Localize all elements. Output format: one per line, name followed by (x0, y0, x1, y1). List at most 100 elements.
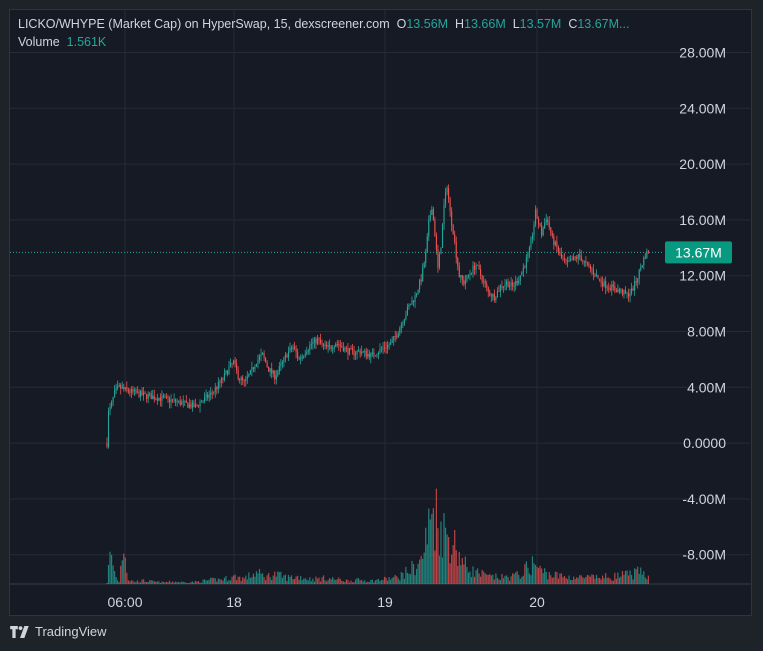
candle-body (416, 293, 418, 296)
volume-bar (516, 571, 518, 584)
volume-bar (391, 577, 393, 584)
candle-body (356, 350, 358, 354)
volume-bar (121, 560, 123, 584)
volume-bar (519, 578, 521, 584)
volume-bar (298, 579, 300, 584)
volume-bar (190, 582, 192, 584)
candle-body (429, 215, 431, 220)
candle-body (568, 261, 570, 263)
volume-bar (573, 576, 575, 584)
volume-bar (597, 577, 599, 584)
volume-bar (248, 572, 250, 584)
candle-body (260, 354, 262, 357)
y-axis-tick-label: -8.00M (682, 547, 726, 563)
candle-body (275, 375, 277, 380)
volume-bar (458, 551, 460, 584)
candle-body (167, 396, 169, 399)
volume-bar (348, 582, 351, 584)
volume-bar (280, 571, 282, 584)
candle-body (524, 267, 526, 269)
candle-body (399, 328, 401, 334)
candle-body (409, 304, 412, 306)
volume-bar (568, 575, 570, 584)
candle-body (621, 289, 623, 295)
candle-body (353, 349, 355, 356)
volume-bar (344, 581, 346, 584)
candle-body (521, 271, 523, 276)
candle-body (204, 396, 206, 401)
volume-bar (396, 576, 398, 584)
candle-body (470, 273, 473, 275)
volume-bar (461, 558, 463, 584)
volume-bar (158, 581, 160, 584)
candle-body (377, 352, 379, 355)
volume-bar (455, 550, 457, 584)
x-axis-tick-label: 20 (529, 594, 545, 610)
chart-frame[interactable]: 28.00M 24.00M 20.00M 16.00M 12.00M 8.00M 4.00M… (9, 9, 752, 616)
candle-body (295, 348, 297, 353)
candle-body (448, 188, 450, 199)
tradingview-logo[interactable]: TradingView (10, 624, 107, 639)
volume-bar (165, 581, 168, 584)
volume-bar (191, 581, 193, 584)
candle-body (473, 265, 476, 270)
volume-bar (417, 563, 419, 584)
price-chart[interactable]: 28.00M 24.00M 20.00M 16.00M 12.00M 8.00M 4.00M… (10, 10, 751, 615)
volume-bar (368, 582, 370, 584)
high-value: 13.66M (464, 17, 506, 31)
volume-bar (214, 578, 216, 584)
candle-body (118, 384, 120, 387)
volume-bar (156, 581, 158, 584)
volume-bar (644, 577, 646, 584)
candle-body (499, 285, 501, 292)
candle-body (281, 361, 283, 365)
candle-body (251, 367, 253, 371)
volume-bar (107, 565, 110, 584)
candle-body (217, 382, 219, 390)
candle-body (603, 281, 605, 287)
candle-body (385, 347, 387, 349)
volume-bar (223, 577, 226, 584)
volume-bar (213, 577, 215, 584)
candle-body (467, 275, 469, 276)
candle-body (127, 389, 129, 392)
volume-bar (412, 564, 415, 584)
volume-bar (257, 573, 259, 584)
volume-bar (505, 575, 508, 584)
volume-bar (306, 579, 308, 584)
candle-body (554, 241, 556, 245)
volume-bar (310, 581, 312, 584)
candle-body (170, 399, 172, 403)
candle-body (527, 252, 529, 258)
volume-bar (205, 580, 207, 584)
candle-body (201, 401, 203, 403)
volume-bar (149, 580, 151, 584)
y-axis-tick-label: 20.00M (679, 156, 726, 172)
volume-bar (419, 559, 421, 584)
candle-body (382, 347, 384, 349)
candle-body (579, 254, 581, 257)
volume-bar (379, 580, 381, 584)
volume-bar (222, 580, 224, 584)
candle-body (130, 389, 132, 393)
volume-bar (362, 581, 364, 584)
candle-body (643, 257, 645, 266)
candle-body (370, 352, 372, 358)
volume-legend: Volume 1.561K (18, 35, 106, 49)
candle-body (240, 377, 242, 380)
volume-bar (475, 570, 477, 584)
close-value: 13.67M... (577, 17, 630, 31)
candle-body (582, 260, 584, 262)
volume-bar (319, 581, 322, 584)
volume-bar (197, 581, 200, 584)
volume-bar (249, 577, 251, 584)
volume-bar (293, 579, 296, 584)
candle-body (426, 236, 428, 253)
candle-body (364, 350, 366, 352)
candle-body (205, 394, 207, 397)
volume-bar (522, 575, 524, 584)
x-axis-tick-label: 06:00 (107, 594, 142, 610)
volume-bar (326, 581, 328, 584)
candle-body (510, 282, 512, 286)
volume-bar (502, 578, 505, 584)
